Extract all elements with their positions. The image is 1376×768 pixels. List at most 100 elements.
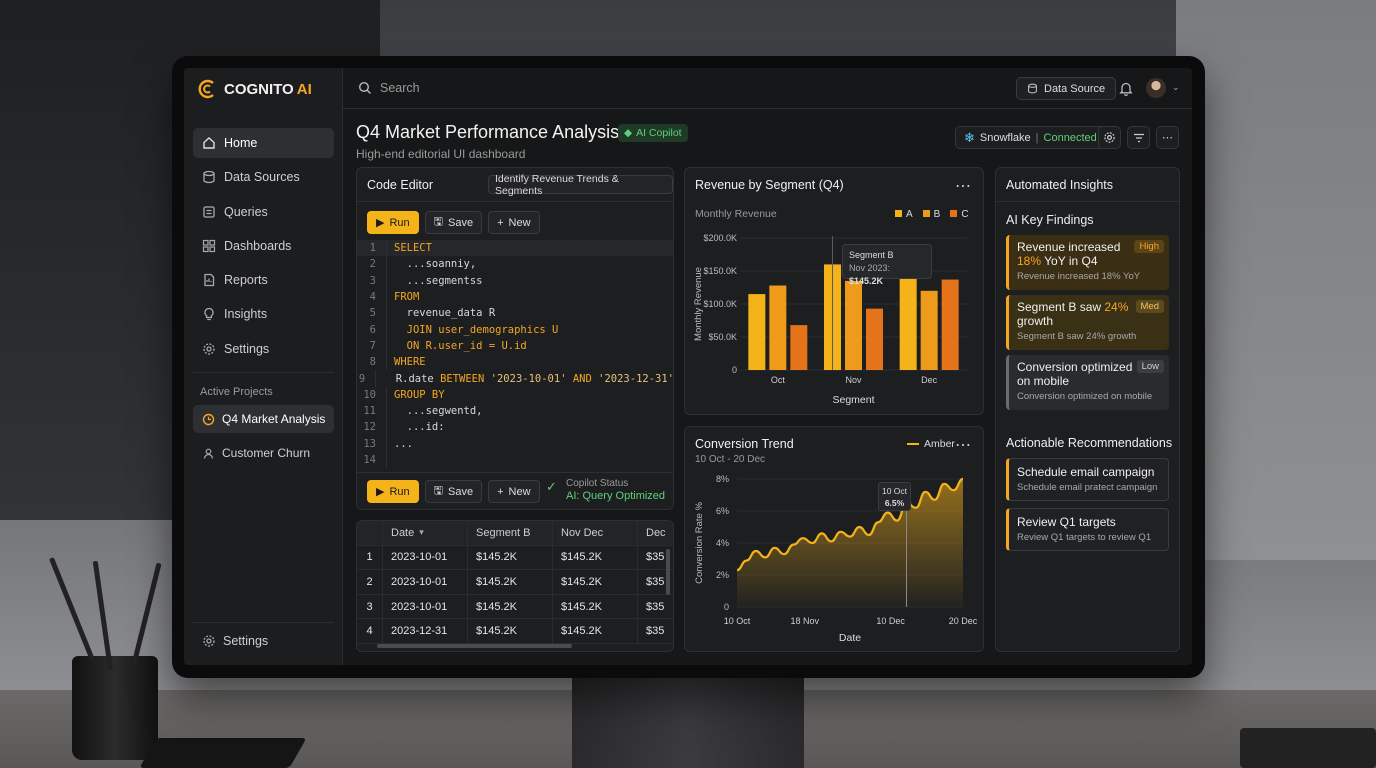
code-line[interactable]: 3 ...segmentss — [357, 272, 673, 289]
tooltip-label: Nov 2023: — [849, 263, 891, 273]
table-header-cell[interactable] — [357, 521, 383, 545]
code-line[interactable]: 7 ON R.user_id = U.id — [357, 337, 673, 355]
results-table: Date ▾ Segment B Nov Dec Dec 1 2023-10-01 $145.… — [356, 520, 674, 652]
code-line[interactable]: 2 ...soanniy, — [357, 256, 673, 273]
more-button[interactable]: ⋯ — [1156, 126, 1179, 149]
x-tick-label: Nov — [845, 375, 862, 385]
new-label: New — [508, 485, 531, 498]
filter-icon — [1133, 133, 1144, 142]
project-item-q4-market-analysis[interactable]: Q4 Market Analysis — [193, 405, 334, 433]
ai-copilot-label: AI Copilot — [636, 127, 682, 139]
search-input[interactable]: Search — [358, 81, 420, 95]
tooltip-value: $145.2K — [849, 276, 884, 286]
table-header-cell[interactable]: Dec — [646, 526, 666, 539]
avatar[interactable] — [1146, 78, 1166, 98]
sidebar-item-queries[interactable]: Queries — [193, 197, 334, 227]
insight-card-med[interactable]: Segment B saw 24% growth Segment B saw 2… — [1006, 295, 1169, 350]
sidebar-item-settings[interactable]: Settings — [193, 334, 334, 364]
new-button[interactable]: + New — [488, 480, 540, 503]
code-line[interactable]: 14 — [357, 451, 673, 469]
brand-logo[interactable]: COGNITO AI — [196, 78, 312, 100]
settings-button[interactable] — [1098, 126, 1121, 149]
code-line[interactable]: 9 R.date BETWEEN '2023-10-01' AND '2023-… — [357, 370, 674, 387]
table-row[interactable]: 2 2023-10-01 $145.2K $145.2K $35 — [357, 570, 673, 595]
line-number: 6 — [357, 321, 387, 338]
search-icon — [358, 81, 371, 94]
code-line[interactable]: 12 ...id: — [357, 419, 673, 436]
sort-icon[interactable]: ▾ — [419, 527, 424, 538]
connection-status[interactable]: ❄ Snowflake | Connected — [955, 126, 1106, 149]
sidebar-item-insights[interactable]: Insights — [193, 299, 334, 329]
conversion-legend: Amber — [907, 438, 955, 450]
table-header-cell[interactable]: Segment B — [468, 521, 553, 545]
table-header-cell[interactable]: Nov Dec — [553, 521, 638, 545]
project-item-customer-churn[interactable]: Customer Churn — [193, 439, 334, 467]
horizontal-scrollbar[interactable] — [377, 644, 572, 648]
insight-subtext: Segment B saw 24% growth — [1017, 331, 1137, 342]
legend-item[interactable]: B — [922, 209, 940, 220]
sidebar-item-dashboards[interactable]: Dashboards — [193, 231, 334, 261]
insight-card-high[interactable]: Revenue increased 18% YoY in Q4 Revenue … — [1006, 235, 1169, 290]
legend-item[interactable]: A — [895, 209, 913, 220]
code-line[interactable]: 5 revenue_data R — [357, 305, 673, 322]
table-cell: 2023-10-01 — [383, 545, 468, 570]
recommendation-card[interactable]: Schedule email campaign Schedule email p… — [1006, 458, 1169, 501]
more-icon[interactable]: ⋯ — [955, 178, 971, 195]
code-line[interactable]: 13... — [357, 435, 673, 452]
code-line[interactable]: 10 GROUP BY — [357, 386, 673, 403]
run-button[interactable]: ▶ Run — [367, 211, 419, 234]
legend-label: Amber — [924, 438, 955, 450]
phone — [139, 738, 307, 768]
sidebar-item-data-sources[interactable]: Data Sources — [193, 162, 334, 192]
page-title: Q4 Market Performance Analysis — [356, 122, 620, 142]
table-cell: $145.2K — [553, 619, 638, 643]
insight-card-low[interactable]: Conversion optimized on mobile Conversio… — [1006, 355, 1169, 410]
prompt-chip[interactable]: Identify Revenue Trends & Segments — [488, 173, 673, 197]
table-cell: $35 — [646, 575, 665, 588]
more-icon[interactable]: ⋯ — [955, 437, 971, 454]
filter-button[interactable] — [1127, 126, 1150, 149]
sidebar-item-reports[interactable]: Reports — [193, 265, 334, 295]
table-row[interactable]: 4 2023-12-31 $145.2K $145.2K $35 — [357, 619, 673, 644]
bell-icon[interactable] — [1119, 81, 1133, 96]
recommendation-card[interactable]: Review Q1 targets Review Q1 targets to r… — [1006, 508, 1169, 551]
y-tick-label: 8% — [716, 474, 729, 484]
editor-toolbar-bottom: ▶ Run 🖫 Save + New — [367, 480, 540, 503]
legend-item[interactable]: C — [950, 209, 969, 220]
code-text: R.date BETWEEN '2023-10-01' AND '2023-12… — [383, 372, 674, 385]
tooltip-title: Segment B — [849, 250, 894, 260]
sidebar-footer-settings[interactable]: Settings — [193, 627, 334, 655]
sidebar-item-home[interactable]: Home — [193, 128, 334, 158]
code-line[interactable]: 11 ...segwentd, — [357, 402, 673, 420]
data-source-button[interactable]: Data Source — [1016, 77, 1117, 100]
vertical-scrollbar[interactable] — [666, 549, 670, 595]
chevron-down-icon[interactable]: ⌄ — [1172, 82, 1180, 92]
table-row[interactable]: 3 2023-10-01 $145.2K $145.2K $35 — [357, 594, 673, 620]
save-button[interactable]: 🖫 Save — [424, 480, 483, 503]
insight-text-post: YoY in Q4 — [1041, 254, 1098, 268]
insight-subtext: Revenue increased 18% YoY — [1017, 271, 1141, 282]
run-button[interactable]: ▶ Run — [367, 480, 419, 503]
code-line[interactable]: 1 SELECT — [357, 240, 673, 257]
table-row[interactable]: 1 2023-10-01 $145.2K $145.2K $35 — [357, 545, 673, 571]
dashboard-icon — [202, 239, 216, 252]
priority-badge: High — [1134, 240, 1164, 253]
ai-copilot-badge[interactable]: ◆ AI Copilot — [618, 124, 688, 142]
revenue-chart-subtitle: Monthly Revenue — [695, 208, 777, 220]
save-button[interactable]: 🖫 Save — [424, 211, 483, 234]
legend-swatch — [895, 210, 902, 217]
x-tick-label: 10 Dec — [876, 616, 905, 626]
code-line[interactable]: 8 WHERE — [357, 354, 673, 371]
table-cell: $35 — [646, 600, 665, 613]
pencil — [130, 562, 162, 671]
code-line[interactable]: 4 FROM — [357, 288, 673, 306]
table-header-cell[interactable]: Date — [391, 526, 415, 539]
code-area[interactable]: 1 SELECT 2 ...soanniy, 3 ...segmentss 4 FROM 5… — [357, 240, 674, 472]
code-line[interactable]: 6 JOIN user_demographics U — [357, 321, 673, 338]
bar — [790, 325, 808, 370]
new-button[interactable]: + New — [488, 211, 540, 234]
x-tick-label: 20 Dec — [949, 616, 978, 626]
chart-tooltip: 10 Oct 6.5% — [878, 482, 911, 511]
results-grid: Date ▾ Segment B Nov Dec Dec 1 2023-10-01 $145.… — [357, 521, 673, 644]
table-header-cell-date[interactable]: Date ▾ — [383, 521, 468, 545]
